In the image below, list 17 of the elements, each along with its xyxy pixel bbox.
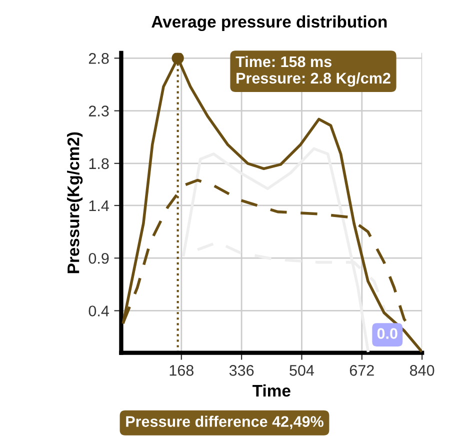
x-tick-label: 840 xyxy=(410,365,434,376)
x-axis-title: Time xyxy=(252,384,290,397)
y-tick-label: 1.8 xyxy=(89,158,109,170)
x-tick-label: 168 xyxy=(170,365,194,376)
y-axis-title: Pressure(Kg/cm2) xyxy=(67,132,83,274)
y-tick-label: 1.4 xyxy=(89,200,109,212)
y-tick-label: 2.3 xyxy=(88,106,109,116)
y-tick-label: 0.4 xyxy=(88,306,109,316)
annotation: Time: 158 ms Pressure: 2.8 Kg/cm2 xyxy=(236,56,390,87)
annotation: 0.0 xyxy=(377,328,398,339)
y-tick-label: 0.9 xyxy=(88,252,109,264)
y-tick-label: 2.8 xyxy=(88,53,109,64)
x-tick-label: 504 xyxy=(290,365,314,376)
x-tick-label: 672 xyxy=(350,365,374,376)
text: Pressure difference 42,49% xyxy=(126,416,324,430)
chart-title: Average pressure distribution xyxy=(152,15,387,32)
x-tick-label: 336 xyxy=(229,365,254,376)
